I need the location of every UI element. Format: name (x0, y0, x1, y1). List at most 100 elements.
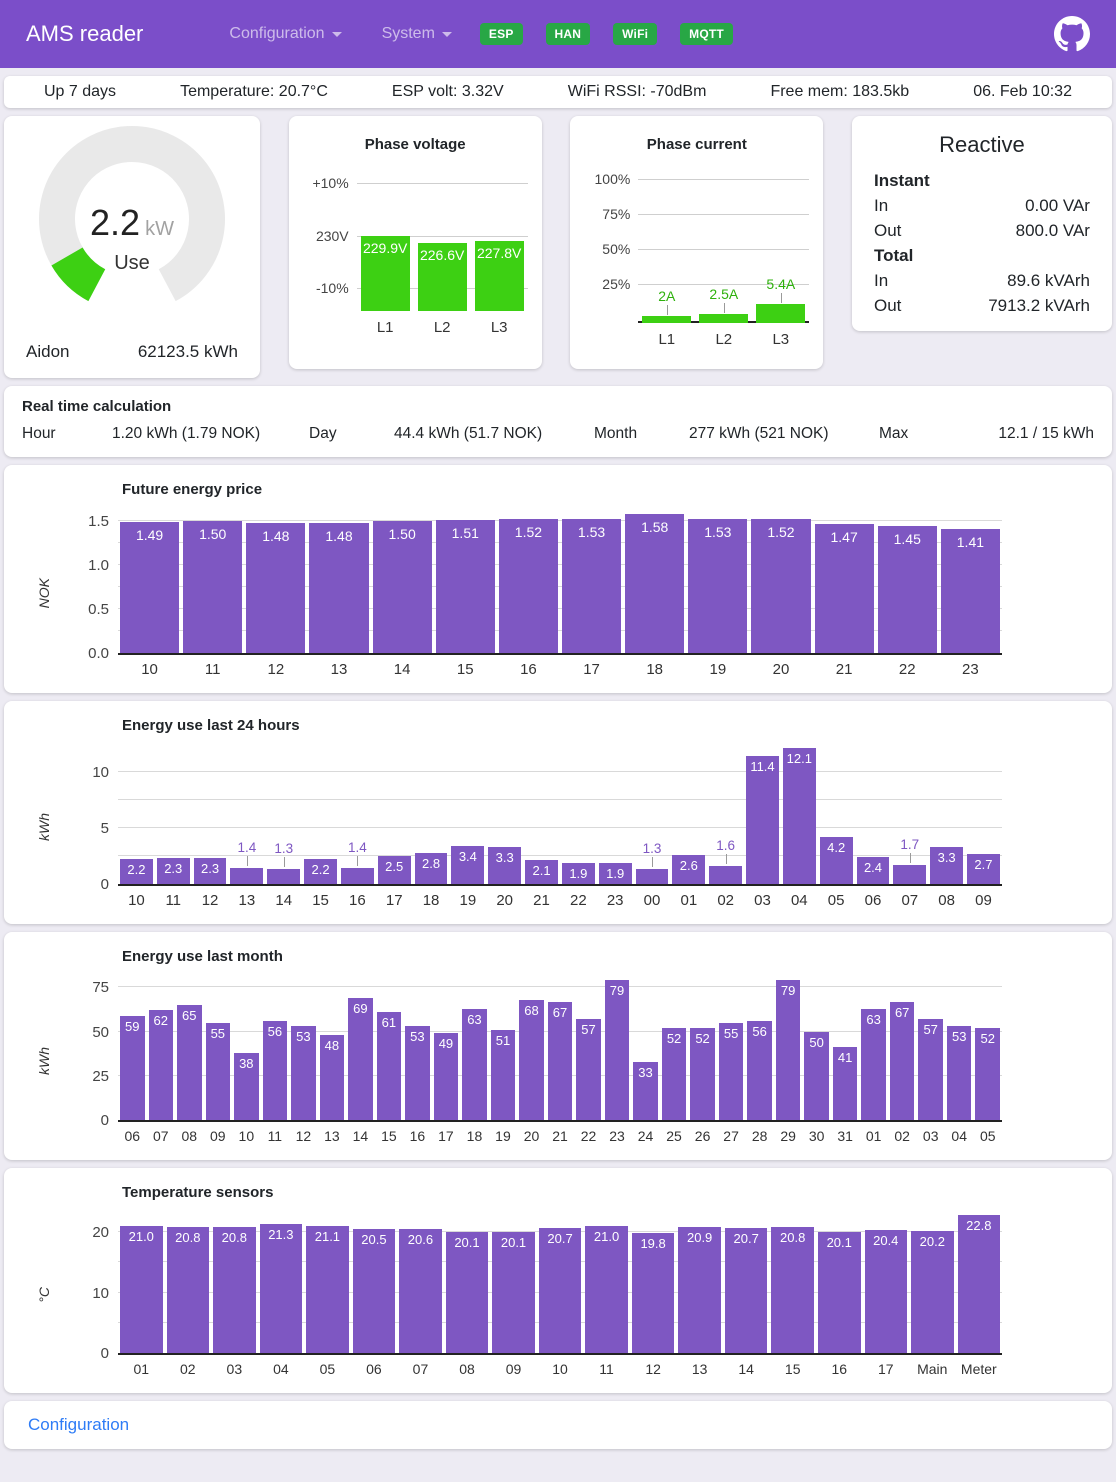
reactive-out-label: Out (873, 221, 902, 240)
menu-configuration[interactable]: Configuration (229, 25, 342, 43)
bar-value-label: 1.47 (830, 529, 858, 545)
x-category-label: 05 (827, 892, 845, 909)
app-header: AMS reader Configuration System ESP HAN … (0, 0, 1116, 68)
x-category-label: 08 (938, 892, 955, 909)
y-tick-label: 1.0 (88, 557, 109, 575)
phase-current-card: Phase current 100% 75% 50% 25% 2A L1 2.5A L2 5.4A… (570, 116, 824, 369)
bar-value-label: 2.7 (974, 857, 993, 872)
chart-body: +10% 230V -10% 229.9V L1 226.6V L2 227.8V L3 (303, 175, 528, 336)
bar-column: 53 16 (403, 975, 432, 1146)
y-axis: kWh (18, 975, 70, 1146)
bar-value-label: 1.4 (237, 840, 257, 855)
x-category-label: 20 (523, 1128, 540, 1144)
bar-column: 67 21 (546, 975, 575, 1146)
bar-column: 20.7 14 (723, 1211, 770, 1379)
max-label: Max (879, 425, 909, 442)
bar-value-label: 69 (353, 1001, 368, 1016)
gridline (118, 827, 1002, 828)
bar-value-label: 20.1 (454, 1235, 480, 1250)
bar-value-label: 226.6V (419, 247, 465, 263)
footer: Configuration (4, 1401, 1112, 1449)
y-tick-label: 0 (100, 876, 109, 893)
bar-column: 22.8 Meter (956, 1211, 1003, 1379)
bar-column: 2.5 17 (376, 744, 413, 910)
bar-column: 68 20 (517, 975, 546, 1146)
reactive-total-in-label: In (873, 271, 889, 290)
x-category-label: 12 (267, 661, 285, 678)
github-link[interactable] (1054, 16, 1090, 52)
configuration-link[interactable]: Configuration (28, 1415, 130, 1434)
x-category-label: 10 (238, 1128, 255, 1144)
x-category-label: 16 (831, 1361, 848, 1377)
x-category-label: 10 (552, 1361, 568, 1377)
bar: 38 (234, 1053, 259, 1120)
x-category-label: 18 (466, 1128, 483, 1144)
bar-value-label: 63 (467, 1012, 482, 1027)
bar: 41 (832, 1047, 858, 1120)
bar-value-label: 79 (780, 983, 796, 998)
x-category-label: 13 (330, 661, 348, 678)
x-category-label: 06 (366, 1361, 382, 1377)
chevron-down-icon (331, 31, 342, 37)
bar: 2.3 (156, 858, 190, 884)
chart-title: Energy use last 24 hours (122, 717, 300, 734)
x-category-label: 05 (979, 1128, 996, 1144)
bar: 22.8 (957, 1215, 1001, 1353)
bar-column: 1.52 16 (497, 508, 560, 679)
bar-value-label: 2.5 (385, 859, 404, 874)
bar-column: 20.6 07 (397, 1211, 444, 1379)
reactive-in-value: 0.00 VAr (1025, 196, 1090, 215)
x-category-label: 10 (128, 892, 145, 909)
bar-value-label: 1.52 (514, 524, 543, 540)
y-axis-ticks: 0 5 10 (70, 744, 118, 910)
y-tick-label: 25 (92, 1067, 109, 1085)
bar-column: 1.50 11 (181, 508, 244, 679)
gridline (118, 520, 1002, 522)
bar: 20.7 (724, 1228, 768, 1353)
meter-total: 62123.5 kWh (137, 342, 238, 361)
bar-value-label: 21.1 (314, 1229, 341, 1244)
plot-area: 2.2 10 2.3 11 2.3 12 1.4 13 1.3 14 2.2 15 1.4 16 2.5 17… (118, 744, 1002, 910)
bar-column: 3.3 20 (486, 744, 523, 910)
bar-column: 65 08 (175, 975, 204, 1146)
gridline (118, 855, 1002, 856)
x-category-label: 12 (645, 1361, 661, 1377)
bar: 1.50 (372, 521, 432, 653)
label-connector-line (780, 293, 782, 303)
bar: 2.1 (525, 860, 558, 884)
bar-value-label: 1.9 (606, 866, 625, 881)
main-menu: Configuration System (229, 25, 452, 43)
bar-column: 57 03 (916, 975, 945, 1146)
bar-value-label: 49 (438, 1036, 454, 1051)
bar-column: 1.51 15 (434, 508, 497, 679)
bar: 229.9V (360, 236, 410, 311)
bar: 63 (462, 1009, 487, 1120)
bar: 2.7 (967, 854, 1000, 884)
bar: 2.8 (414, 853, 448, 884)
x-category-label: 07 (152, 1128, 169, 1144)
hour-label: Hour (22, 425, 56, 442)
x-category-label: 29 (780, 1128, 796, 1144)
status-badges: ESP HAN WiFi MQTT (479, 23, 733, 45)
chart-title: Future energy price (122, 481, 263, 498)
x-category-label: 31 (837, 1128, 853, 1144)
reactive-row: In 0.00 VAr (874, 193, 1090, 218)
reactive-total-out-value: 7913.2 kVArh (988, 296, 1090, 315)
menu-system[interactable]: System (382, 25, 452, 43)
x-category-label: 01 (133, 1361, 150, 1377)
y-axis-ticks: 0 10 20 (70, 1211, 118, 1379)
phase-voltage-card: Phase voltage +10% 230V -10% 229.9V L1 226.6V L… (288, 116, 542, 369)
bar (893, 865, 927, 884)
bar: 52 (975, 1028, 1000, 1120)
reactive-title: Reactive (939, 132, 1025, 157)
bar-column: 1.6 02 (707, 744, 744, 910)
x-category-label: 04 (790, 892, 808, 909)
bar-value-label: 1.4 (347, 840, 367, 855)
bar: 48 (319, 1035, 345, 1120)
gauge-unit: kW (145, 218, 174, 240)
bar: 67 (547, 1002, 573, 1120)
bar: 20.1 (492, 1232, 535, 1353)
bar-column: 1.7 07 (891, 744, 928, 910)
bar-column: 63 01 (859, 975, 888, 1146)
realtime-title: Real time calculation (22, 398, 172, 415)
